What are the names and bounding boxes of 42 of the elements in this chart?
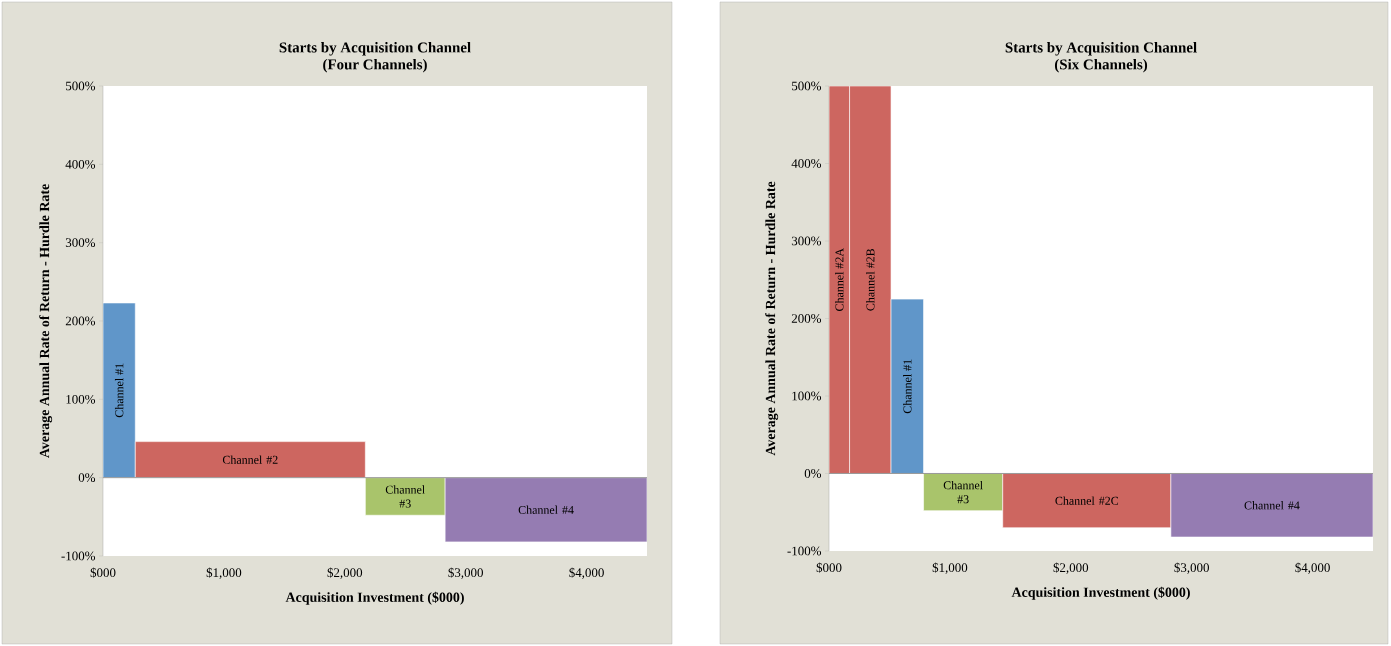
chart-title: Starts by Acquisition Channel [279, 42, 471, 56]
x-tick-label: $000 [816, 562, 842, 573]
chart-subtitle: (Six Channels) [1054, 58, 1148, 73]
annotation: Channel #4 [518, 505, 574, 514]
annotation: Channel #3 [943, 480, 983, 504]
x-tick-label: $1,000 [206, 567, 242, 579]
y-tick-label: 100% [792, 391, 822, 401]
x-tick-label: $3,000 [1174, 562, 1209, 574]
y-tick-label: 500% [66, 81, 96, 91]
y-tick-label: 400% [65, 159, 96, 169]
y-tick-label: 500% [792, 81, 822, 91]
chart-title: Starts by Acquisition Channel [1005, 42, 1197, 56]
x-axis-title: Acquisition Investment ($000) [1011, 586, 1190, 600]
annotation: Channel #4 [1244, 501, 1300, 510]
y-tick-label: 400% [791, 159, 822, 168]
y-tick-label: 0% [804, 469, 822, 478]
y-axis-title: Average Annual Rate of Return - Hurdle Rate [765, 181, 779, 456]
annotation: Channel #3 [385, 485, 425, 508]
annotation: Channel #2B [866, 248, 875, 311]
annotation: Channel #2 [222, 455, 278, 464]
annotation: Channel #2A [835, 248, 844, 311]
y-tick-label: -100% [787, 546, 822, 556]
x-tick-label: $1,000 [932, 562, 968, 574]
y-tick-label: 200% [791, 314, 822, 323]
y-axis-title: Average Annual Rate of Return - Hurdle Rate [39, 184, 53, 459]
chart-subtitle: (Four Channels) [323, 58, 427, 73]
y-tick-label: 200% [65, 316, 96, 326]
y-tick-label: 300% [65, 238, 96, 248]
x-tick-label: $4,000 [569, 567, 604, 579]
y-tick-label: 100% [66, 394, 96, 404]
x-tick-label: $000 [90, 567, 116, 578]
x-tick-label: $4,000 [1295, 562, 1330, 574]
x-tick-label: $3,000 [448, 567, 483, 579]
y-tick-label: -100% [61, 551, 96, 561]
x-tick-label: $2,000 [1053, 562, 1089, 574]
annotation: Channel #2C [1055, 496, 1119, 505]
y-tick-label: 300% [791, 236, 822, 246]
annotation: Channel #1 [903, 359, 912, 414]
y-tick-label: 0% [78, 473, 96, 483]
x-tick-label: $2,000 [327, 567, 363, 579]
x-axis-title: Acquisition Investment ($000) [285, 591, 464, 605]
annotation: Channel #1 [114, 363, 124, 418]
